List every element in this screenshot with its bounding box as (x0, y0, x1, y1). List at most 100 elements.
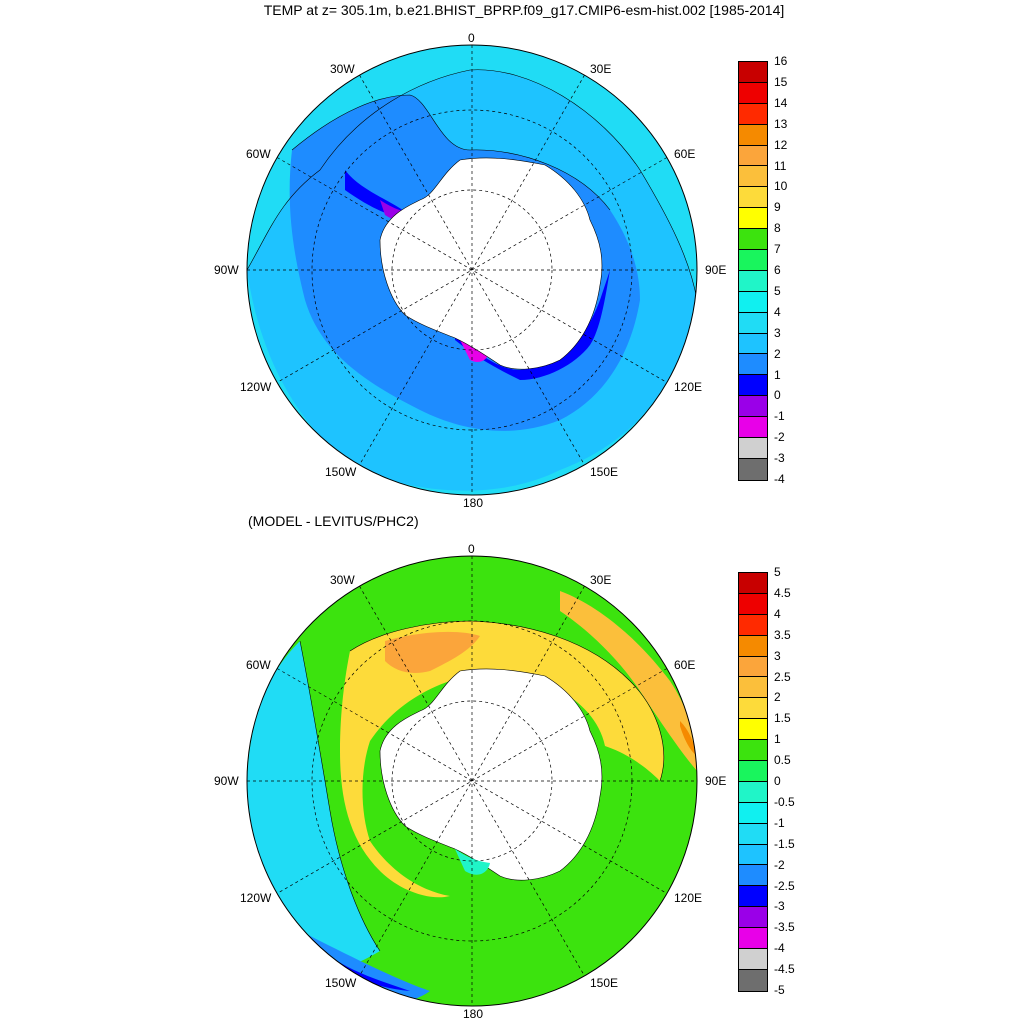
contour-line (291, 94, 611, 211)
diff-band-warm-east (560, 591, 697, 771)
top-map-panel: 0 30E 60E 90E 120E 150E 180 150W 120W 90… (0, 0, 1024, 510)
colorbar-swatch (739, 740, 767, 762)
colorbar-tick-label: 6 (774, 263, 781, 277)
colorbar-swatch (739, 124, 767, 146)
colorbar-tick-label: -4 (774, 941, 785, 956)
colorbar-tick-label: 8 (774, 221, 781, 236)
colorbar-tick-label: 3 (774, 325, 781, 340)
lon-label: 30W (330, 62, 355, 76)
colorbar-swatch (739, 802, 767, 824)
colorbar-tick-label: 12 (774, 137, 788, 152)
colorbar-swatch (739, 396, 767, 418)
colorbar-swatch (739, 187, 767, 209)
colorbar-tick-label: 11 (774, 158, 787, 173)
lon-label: 120E (674, 380, 703, 394)
colorbar-tick-label: 2 (774, 690, 781, 705)
colorbar-tick-label: -5 (774, 983, 785, 997)
lon-label: 90E (705, 774, 727, 788)
lon-label: 120W (240, 380, 272, 394)
lon-label: 90W (214, 774, 239, 788)
colorbar-tick-label: -3.5 (774, 920, 795, 935)
lon-label: 60E (674, 147, 696, 161)
diff-band-cool-west (247, 641, 380, 972)
bottom-polar-map (246, 555, 698, 1007)
colorbar-swatch (739, 781, 767, 803)
colorbar-tick-label: -4 (774, 472, 785, 486)
contour-line (299, 640, 381, 952)
colorbar-swatch (739, 145, 767, 167)
sst-band-cold-ross (460, 340, 490, 362)
colorbar-tick-label: 2.5 (774, 669, 791, 684)
lon-label: 0 (468, 31, 475, 45)
colorbar-swatch (739, 166, 767, 188)
colorbar-tick-label: 1.5 (774, 711, 791, 726)
lon-label: 120E (674, 891, 703, 905)
lon-label: 120W (240, 891, 272, 905)
colorbar-tick-label: 10 (774, 179, 788, 194)
colorbar-tick-label: 15 (774, 74, 788, 89)
colorbar-swatch (739, 458, 767, 480)
lon-label: 150W (325, 976, 357, 990)
colorbar-tick-label: -1 (774, 815, 785, 830)
lon-label: 180 (463, 1007, 484, 1021)
colorbar-tick-label: -4.5 (774, 962, 795, 977)
colorbar-swatch (739, 354, 767, 376)
lon-label: 150E (590, 465, 619, 479)
diff-band-warm-ring (340, 621, 664, 898)
colorbar-swatch (739, 677, 767, 699)
colorbar-tick-label: 7 (774, 242, 781, 257)
colorbar-swatch (739, 698, 767, 720)
colorbar-tick-label: 5 (774, 283, 781, 298)
colorbar-top (738, 61, 768, 481)
diff-band-hot-spot (680, 721, 697, 756)
colorbar-swatch (739, 614, 767, 636)
colorbar-tick-label: -2.5 (774, 878, 795, 893)
lon-label: 90W (214, 263, 239, 277)
top-polar-map (246, 44, 698, 496)
colorbar-swatch (739, 250, 767, 271)
lon-label: 60W (246, 147, 271, 161)
diff-band-ross (455, 849, 490, 875)
colorbar-tick-label: 13 (774, 116, 788, 131)
colorbar-swatch (739, 823, 767, 845)
lon-label: 150W (325, 465, 357, 479)
colorbar-tick-label: 4 (774, 304, 781, 319)
colorbar-swatch (739, 907, 767, 929)
colorbar-tick-label: -3 (774, 451, 785, 466)
colorbar-tick-label: -1 (774, 409, 785, 424)
colorbar-swatch (739, 333, 767, 355)
lon-label: 60W (246, 658, 271, 672)
colorbar-tick-label: 3.5 (774, 627, 791, 642)
colorbar-tick-label: 5 (774, 565, 781, 579)
colorbar-swatch (739, 208, 767, 230)
colorbar-swatch (739, 573, 767, 594)
colorbar-swatch (739, 719, 767, 741)
colorbar-swatch (739, 969, 767, 991)
difference-subtitle: (MODEL - LEVITUS/PHC2) (248, 513, 419, 529)
colorbar-swatch (739, 270, 767, 292)
colorbar-swatch (739, 375, 767, 397)
lon-label: 30E (590, 573, 612, 587)
colorbar-swatch (739, 291, 767, 313)
diff-band-cold-sw (255, 901, 430, 1003)
colorbar-tick-label: -1.5 (774, 836, 795, 851)
colorbar-tick-label: 0.5 (774, 753, 791, 768)
contour-line (247, 69, 697, 301)
lon-label: 0 (468, 542, 475, 556)
colorbar-swatch (739, 928, 767, 950)
colorbar-tick-label: 1 (774, 732, 781, 747)
colorbar-tick-label: 14 (774, 95, 788, 110)
colorbar-tick-label: 0 (774, 774, 781, 788)
colorbar-tick-label: 4 (774, 606, 781, 621)
lon-label: 30W (330, 573, 355, 587)
colorbar-swatch (739, 438, 767, 459)
colorbar-tick-label: 1 (774, 367, 781, 382)
bottom-map-panel: 0 30E 60E 90E 120E 150E 180 150W 120W 90… (0, 511, 1024, 1021)
colorbar-swatch (739, 635, 767, 657)
colorbar-tick-label: 3 (774, 648, 781, 663)
plot-title: TEMP at z= 305.1m, b.e21.BHIST_BPRP.f09_… (263, 2, 785, 18)
colorbar-swatch (739, 229, 767, 251)
lon-label: 90E (705, 263, 727, 277)
colorbar-tick-label: -2 (774, 430, 785, 445)
colorbar-swatch (739, 844, 767, 866)
